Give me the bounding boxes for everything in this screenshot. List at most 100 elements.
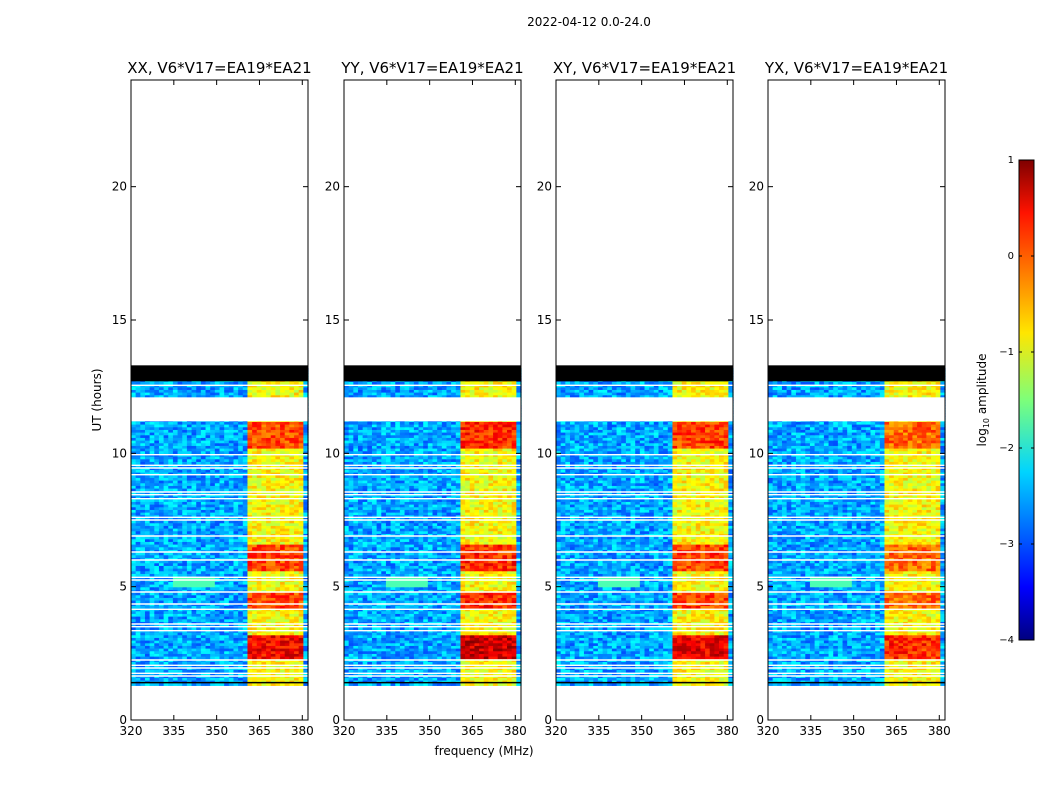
heatmap-cell xyxy=(233,677,239,681)
heatmap-cell xyxy=(261,677,267,681)
heatmap-cell xyxy=(224,680,230,684)
heatmap-cell xyxy=(298,682,304,686)
heatmap-cell xyxy=(154,669,160,673)
heatmap-cell xyxy=(252,680,258,684)
heatmap-cell xyxy=(256,669,263,673)
heatmap-cell xyxy=(238,669,244,673)
heatmap-cell xyxy=(298,677,304,681)
heatmap-cell xyxy=(196,669,202,673)
heatmap-cell xyxy=(177,669,183,673)
heatmap-cell xyxy=(131,677,137,681)
heatmap-cell xyxy=(224,682,230,686)
heatmap-cell xyxy=(219,677,225,681)
heatmap-cell xyxy=(270,680,276,684)
heatmap-cell xyxy=(131,682,137,686)
heatmap-cell xyxy=(298,680,304,684)
y-tick-label: 20 xyxy=(112,180,127,194)
heatmap-cell xyxy=(168,680,174,684)
heatmap-cell xyxy=(186,669,193,673)
heatmap-cell xyxy=(158,669,165,673)
heatmap-cell xyxy=(210,680,216,684)
y-tick-label: 15 xyxy=(112,313,127,327)
heatmap-cell xyxy=(242,682,249,686)
heatmap-cell xyxy=(205,669,211,673)
heatmap-cell xyxy=(163,669,169,673)
heatmap-cell xyxy=(219,669,225,673)
heatmap-cell xyxy=(266,680,272,684)
heatmap-cell xyxy=(131,669,137,673)
heatmap-cell xyxy=(154,677,160,681)
heatmap-cell xyxy=(182,680,188,684)
heatmap-cell xyxy=(177,680,183,684)
heatmap-cell xyxy=(256,677,263,681)
y-tick-label: 5 xyxy=(119,580,127,594)
heatmap-cell xyxy=(177,677,183,681)
heatmap-cell xyxy=(228,682,235,686)
heatmap-cell xyxy=(191,669,197,673)
heatmap-cell xyxy=(294,669,300,673)
heatmap-cell xyxy=(233,680,239,684)
heatmap-cell xyxy=(242,680,249,684)
heatmap-cell xyxy=(205,677,211,681)
heatmap-cell xyxy=(154,680,160,684)
heatmap-cell xyxy=(233,669,239,673)
heatmap-cell xyxy=(252,682,258,686)
heatmap-cell xyxy=(256,680,263,684)
heatmap-cell xyxy=(172,680,179,684)
heatmap-cell xyxy=(238,680,244,684)
heatmap-cell xyxy=(219,680,225,684)
heatmap-cell xyxy=(186,682,193,686)
heatmap-cell xyxy=(298,669,304,673)
heatmap-cell xyxy=(186,677,193,681)
heatmap-cell xyxy=(140,682,146,686)
flagged-black-band xyxy=(131,365,308,382)
heatmap-cell xyxy=(191,680,197,684)
heatmap-cell xyxy=(135,680,141,684)
heatmap-cell xyxy=(242,677,249,681)
heatmap-cell xyxy=(242,669,249,673)
heatmap-cell xyxy=(270,677,276,681)
heatmap-cell xyxy=(149,682,155,686)
heatmap-cell xyxy=(200,677,207,681)
heatmap-cell xyxy=(247,682,253,686)
heatmap-cell xyxy=(214,680,221,684)
heatmap-cell xyxy=(210,677,216,681)
heatmap-cell xyxy=(205,680,211,684)
heatmap-cell xyxy=(210,682,216,686)
heatmap-cell xyxy=(163,682,169,686)
heatmap-cell xyxy=(280,682,286,686)
figure-suptitle: 2022-04-12 0.0-24.0 xyxy=(527,15,651,29)
x-tick-label: 350 xyxy=(205,724,228,738)
heatmap-cell xyxy=(266,677,272,681)
heatmap-cell xyxy=(247,669,253,673)
heatmap-cell xyxy=(200,680,207,684)
heatmap-cell xyxy=(275,677,281,681)
x-tick-label: 335 xyxy=(162,724,185,738)
heatmap-cell xyxy=(140,669,146,673)
heatmap-cell xyxy=(224,677,230,681)
heatmap-cell xyxy=(196,682,202,686)
heatmap-cell xyxy=(219,682,225,686)
heatmap-cell xyxy=(303,682,309,686)
heatmap-cell xyxy=(294,680,300,684)
heatmap-cell xyxy=(270,669,276,673)
heatmap-cell xyxy=(144,677,151,681)
x-tick-label: 365 xyxy=(248,724,271,738)
heatmap-cell xyxy=(261,680,267,684)
heatmap-cell xyxy=(214,682,221,686)
heatmap-cell xyxy=(158,682,165,686)
heatmap-cell xyxy=(182,669,188,673)
heatmap-cell xyxy=(238,677,244,681)
heatmap-cell xyxy=(182,682,188,686)
heatmap-cell xyxy=(284,682,290,686)
heatmap-cell xyxy=(163,677,169,681)
heatmap-cell xyxy=(224,669,230,673)
heatmap-cell xyxy=(149,680,155,684)
heatmap-cell xyxy=(172,682,179,686)
heatmap-cell xyxy=(168,677,174,681)
heatmap-cell xyxy=(177,682,183,686)
heatmap-cell xyxy=(289,669,295,673)
heatmap-cell xyxy=(144,680,151,684)
y-tick-label: 10 xyxy=(112,446,127,460)
